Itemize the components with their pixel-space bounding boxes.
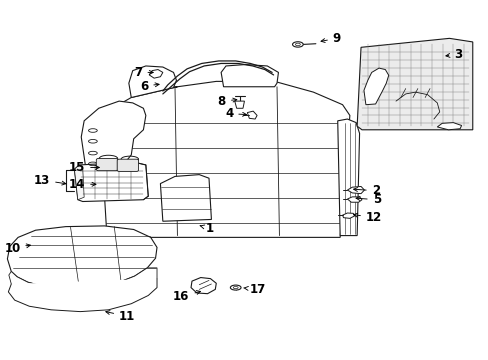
Polygon shape [356,39,472,130]
Polygon shape [8,279,157,312]
Polygon shape [160,175,211,221]
Polygon shape [221,64,278,87]
Text: 7: 7 [134,66,153,79]
Polygon shape [436,123,461,130]
Polygon shape [7,226,157,289]
Ellipse shape [292,42,303,47]
Polygon shape [191,278,216,294]
Text: 3: 3 [445,48,462,61]
Polygon shape [363,68,388,105]
Text: 11: 11 [105,310,135,323]
FancyBboxPatch shape [117,159,138,171]
Text: 15: 15 [69,161,99,174]
Polygon shape [234,101,244,108]
Text: 10: 10 [5,242,30,255]
Text: 4: 4 [224,107,246,120]
Polygon shape [74,165,84,200]
Polygon shape [342,213,354,219]
Polygon shape [100,81,349,237]
Text: 14: 14 [69,178,96,191]
Text: 12: 12 [353,211,381,224]
Polygon shape [81,101,145,180]
Text: 16: 16 [173,290,200,303]
Text: 17: 17 [243,283,265,296]
FancyBboxPatch shape [96,158,118,171]
Polygon shape [149,69,163,78]
Polygon shape [74,162,148,202]
Polygon shape [337,119,359,235]
Polygon shape [247,111,257,119]
Text: 9: 9 [321,32,341,45]
Polygon shape [347,197,361,202]
Polygon shape [128,66,177,98]
Text: 8: 8 [217,95,236,108]
Text: 6: 6 [140,80,159,93]
Ellipse shape [230,285,241,290]
Polygon shape [347,186,364,194]
Text: 2: 2 [353,184,379,197]
Polygon shape [9,268,157,303]
Text: 1: 1 [200,222,213,235]
Text: 13: 13 [34,174,66,186]
Text: 5: 5 [355,193,380,206]
